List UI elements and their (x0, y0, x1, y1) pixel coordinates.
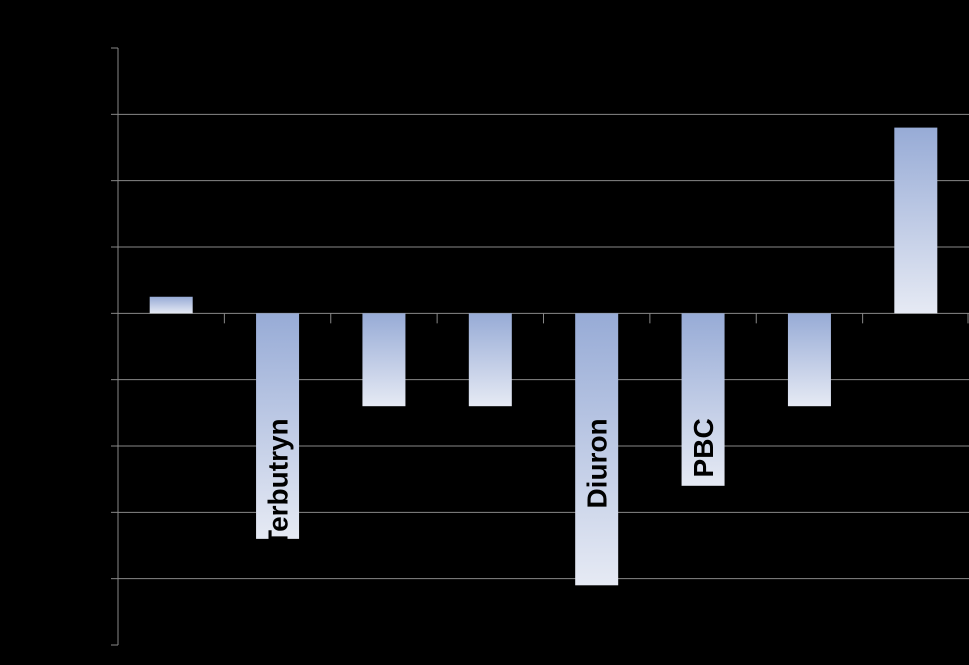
x-tick-label: Diuron (582, 418, 613, 508)
x-tick-label: PBC (688, 418, 719, 477)
bar (149, 296, 193, 314)
bar (575, 313, 619, 586)
bar (362, 313, 406, 407)
bar (681, 313, 725, 486)
bar (894, 127, 938, 314)
bar (787, 313, 831, 407)
bar (468, 313, 512, 407)
bar (256, 313, 300, 539)
x-tick-label: Terbutryn (263, 418, 294, 547)
